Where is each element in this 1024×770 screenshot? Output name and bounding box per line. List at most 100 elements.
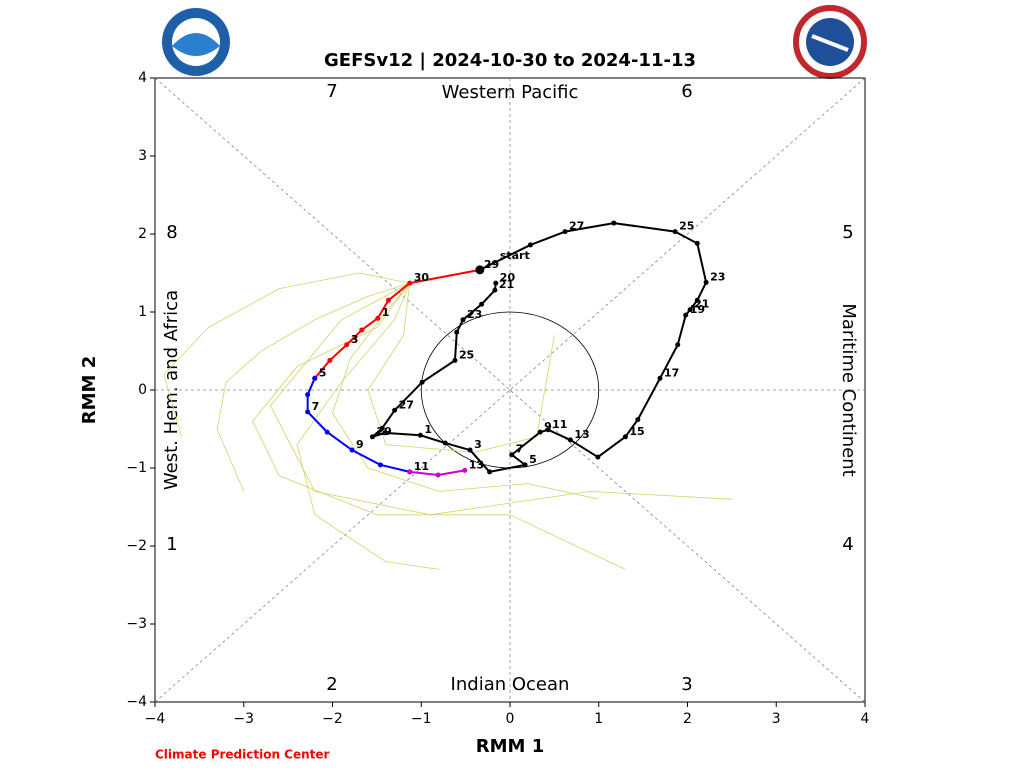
point-label: 20 — [500, 271, 516, 284]
phase-label: 2 — [326, 674, 337, 695]
track-point — [462, 467, 468, 473]
track-point — [435, 472, 441, 478]
point-label: 30 — [414, 271, 430, 284]
track-point — [344, 342, 350, 348]
track-point — [359, 327, 365, 333]
credit: Climate Prediction Center — [155, 748, 330, 762]
track-point — [407, 280, 413, 286]
track-point — [492, 287, 498, 293]
diagonal — [154, 77, 866, 703]
track-point — [622, 434, 628, 440]
point-label: 5 — [319, 366, 327, 379]
track-point — [687, 307, 693, 313]
track-point — [479, 301, 485, 307]
point-label: 11 — [552, 418, 567, 431]
track-point — [694, 240, 700, 246]
track-point — [324, 429, 330, 435]
phase-label: 5 — [842, 222, 853, 243]
track-point — [407, 469, 413, 475]
track-point — [452, 357, 458, 363]
region-label: West. Hem. and Africa — [161, 290, 182, 490]
track-point — [635, 417, 641, 423]
track-line — [306, 377, 410, 473]
ensemble-line — [269, 282, 732, 516]
track-point — [537, 429, 543, 435]
y-tick-label: −1 — [126, 460, 147, 476]
x-axis-label: RMM 1 — [476, 736, 544, 757]
ensemble-line — [296, 282, 440, 570]
point-label: 1 — [382, 306, 390, 319]
point-label: 11 — [414, 460, 429, 473]
track-point — [562, 229, 568, 235]
noaa-logo — [162, 8, 230, 76]
track-point — [392, 407, 398, 413]
track-point — [595, 454, 601, 460]
y-tick-label: 3 — [138, 148, 147, 164]
y-tick-label: −2 — [126, 538, 147, 554]
track-point — [369, 434, 375, 440]
track-point — [611, 220, 617, 226]
point-label: 3 — [351, 333, 359, 346]
track-point — [460, 317, 466, 323]
start-label: start — [500, 249, 530, 262]
track-point — [527, 242, 533, 248]
track-point — [493, 280, 499, 286]
x-tick-label: 2 — [683, 711, 692, 727]
x-tick-label: −4 — [145, 711, 166, 727]
point-label: 9 — [544, 420, 552, 433]
track-point — [487, 469, 493, 475]
track-point — [672, 229, 678, 235]
start-point — [475, 265, 485, 275]
track-point — [377, 462, 383, 468]
track-point — [567, 437, 573, 443]
y-tick-label: 4 — [138, 70, 147, 86]
track-point — [545, 427, 551, 433]
point-label: 7 — [312, 400, 320, 413]
ensemble-line — [163, 272, 410, 437]
point-label: 1 — [424, 423, 432, 436]
x-tick-label: 1 — [594, 711, 603, 727]
point-label: 27 — [569, 220, 584, 233]
point-label: 25 — [459, 348, 474, 361]
phase-label: 7 — [326, 81, 337, 102]
track-point — [312, 375, 318, 381]
x-tick-label: 3 — [772, 711, 781, 727]
track-point — [454, 329, 460, 335]
point-label: 25 — [679, 220, 694, 233]
track-point — [442, 440, 448, 446]
x-tick-label: −2 — [322, 711, 343, 727]
track-point — [305, 409, 311, 415]
x-tick-label: −1 — [411, 711, 432, 727]
ensemble-line — [216, 282, 410, 492]
track-point — [419, 379, 425, 385]
phase-label: 6 — [681, 81, 692, 102]
point-label: 5 — [529, 453, 537, 466]
y-tick-label: 2 — [138, 226, 147, 242]
track-point — [305, 392, 311, 398]
track-point — [382, 430, 388, 436]
phase-label: 3 — [681, 674, 692, 695]
y-tick-label: −3 — [126, 616, 147, 632]
region-label: Maritime Continent — [838, 303, 859, 476]
point-label: 3 — [474, 438, 482, 451]
point-label: 13 — [469, 458, 484, 471]
point-label: 13 — [574, 428, 589, 441]
point-label: 15 — [629, 425, 644, 438]
point-label: 29 — [484, 258, 499, 271]
track-point — [509, 452, 515, 458]
x-tick-label: 0 — [506, 711, 515, 727]
track-point — [657, 375, 663, 381]
diagonal — [154, 77, 866, 703]
track-point — [349, 447, 355, 453]
point-label: 17 — [664, 366, 679, 379]
track-point — [375, 315, 381, 321]
track-point — [467, 447, 473, 453]
track-point — [417, 432, 423, 438]
ensemble-line — [332, 282, 599, 500]
track-point — [703, 279, 709, 285]
point-label: 23 — [467, 308, 482, 321]
ensemble-line — [367, 283, 555, 453]
y-tick-label: 1 — [138, 304, 147, 320]
point-label: 7 — [516, 443, 524, 456]
